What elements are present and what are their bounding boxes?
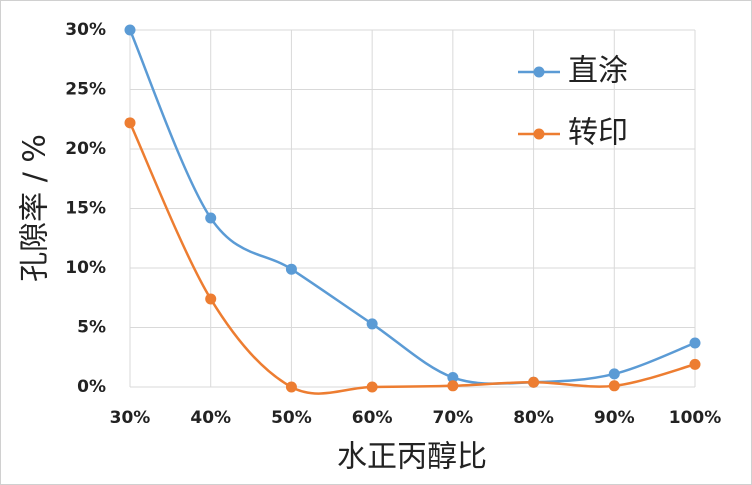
- y-axis-title: 孔隙率 / %: [18, 134, 53, 282]
- data-point: [366, 381, 378, 393]
- y-tick-label: 10%: [65, 258, 106, 278]
- x-tick-label: 100%: [669, 408, 722, 428]
- x-tick-label: 40%: [190, 408, 231, 428]
- data-point: [608, 368, 620, 380]
- y-tick-label: 15%: [65, 199, 106, 219]
- y-tick-label: 5%: [77, 318, 106, 338]
- data-point: [285, 263, 297, 275]
- y-tick-label: 30%: [65, 20, 106, 40]
- data-point: [285, 381, 297, 393]
- y-tick-label: 0%: [77, 377, 106, 397]
- y-tick-label: 25%: [65, 80, 106, 100]
- x-tick-label: 90%: [594, 408, 635, 428]
- data-point: [528, 376, 540, 388]
- data-point: [689, 337, 701, 349]
- data-point: [608, 380, 620, 392]
- data-point: [447, 371, 459, 383]
- data-point: [689, 358, 701, 370]
- x-tick-label: 50%: [271, 408, 312, 428]
- data-point: [124, 24, 136, 36]
- data-point: [366, 318, 378, 330]
- legend-marker: [533, 66, 545, 78]
- data-point: [124, 117, 136, 129]
- x-tick-label: 80%: [513, 408, 554, 428]
- legend-label: 转印: [568, 116, 628, 151]
- x-tick-label: 70%: [433, 408, 474, 428]
- data-point: [447, 380, 459, 392]
- legend-marker: [533, 128, 545, 140]
- x-tick-label: 30%: [110, 408, 151, 428]
- x-tick-label: 60%: [352, 408, 393, 428]
- y-tick-label: 20%: [65, 139, 106, 159]
- data-point: [205, 212, 217, 224]
- data-point: [205, 293, 217, 305]
- series-line: [128, 29, 696, 385]
- legend-label: 直涂: [568, 54, 628, 89]
- x-axis-title: 水正丙醇比: [337, 440, 487, 475]
